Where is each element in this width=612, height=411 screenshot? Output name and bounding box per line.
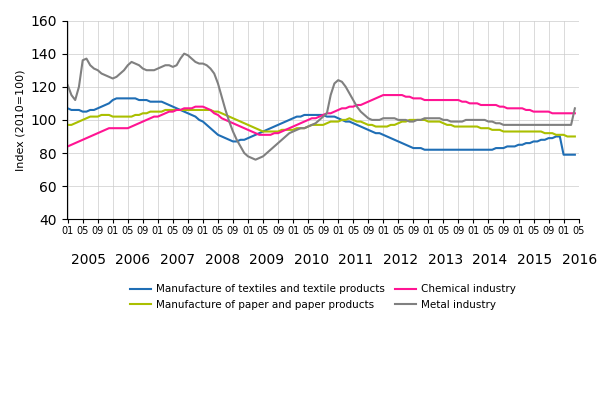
Manufacture of textiles and textile products [560,152,567,157]
Line: Metal industry: Metal industry [68,54,575,159]
Metal industry [64,83,72,88]
Line: Manufacture of textiles and textile products: Manufacture of textiles and textile prod… [68,98,575,155]
Metal industry [181,51,188,56]
Line: Chemical industry: Chemical industry [68,95,575,146]
Manufacture of paper and paper products [263,129,271,134]
Manufacture of paper and paper products [545,131,552,136]
Manufacture of paper and paper products [481,126,488,131]
Metal industry [267,147,274,152]
Manufacture of paper and paper products [64,122,72,127]
Metal industry [571,106,578,111]
Metal industry [548,122,556,127]
Manufacture of textiles and textile products [481,147,488,152]
Chemical industry [124,126,132,131]
Manufacture of textiles and textile products [545,136,552,141]
Line: Manufacture of paper and paper products: Manufacture of paper and paper products [68,110,575,136]
Chemical industry [481,102,488,107]
Manufacture of paper and paper products [564,134,571,139]
Metal industry [481,118,488,122]
Chemical industry [379,92,387,97]
Manufacture of textiles and textile products [128,96,135,101]
Chemical industry [477,102,485,107]
Y-axis label: Index (2010=100): Index (2010=100) [15,69,25,171]
Legend: Manufacture of textiles and textile products, Manufacture of paper and paper pro: Manufacture of textiles and textile prod… [126,280,520,314]
Manufacture of paper and paper products [571,134,578,139]
Chemical industry [64,144,72,149]
Metal industry [124,63,132,68]
Chemical industry [259,132,267,137]
Chemical industry [571,111,578,116]
Manufacture of textiles and textile products [485,147,492,152]
Chemical industry [545,109,552,114]
Manufacture of textiles and textile products [263,127,271,132]
Metal industry [252,157,259,162]
Metal industry [485,119,492,124]
Manufacture of paper and paper products [477,126,485,131]
Chemical industry [485,102,492,107]
Manufacture of textiles and textile products [571,152,578,157]
Manufacture of paper and paper products [162,108,169,113]
Manufacture of textiles and textile products [477,147,485,152]
Metal industry [488,119,496,124]
Manufacture of paper and paper products [485,126,492,131]
Manufacture of paper and paper products [124,114,132,119]
Manufacture of textiles and textile products [113,96,120,101]
Manufacture of textiles and textile products [64,106,72,111]
